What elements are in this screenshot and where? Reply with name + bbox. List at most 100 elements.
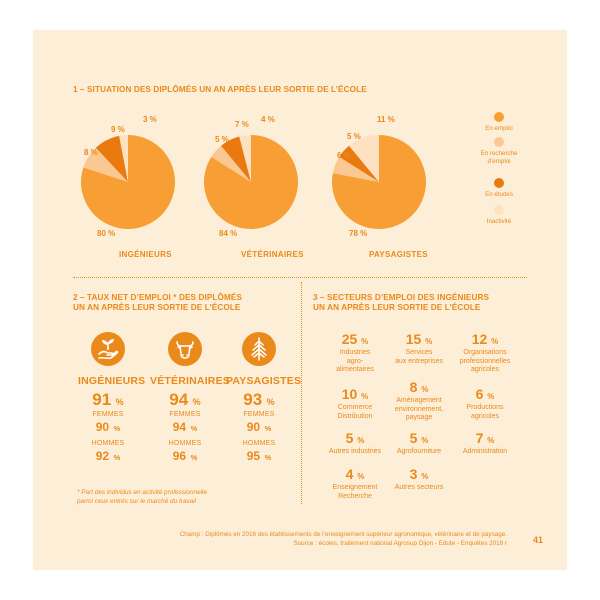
tree-icon [242, 332, 276, 366]
hommes-rate: 95 [246, 449, 261, 463]
sector-item: 6 % Productions agricoles [451, 387, 519, 421]
sector-label: agro- [346, 357, 364, 365]
pie-label-ing-etudes: 9 % [111, 125, 125, 134]
pie-label-vet-inactivite: 4 % [261, 115, 275, 124]
section2-title-line2: UN AN APRÈS LEUR SORTIE DE L’ÉCOLE [73, 303, 241, 312]
total-rate: 91 [92, 390, 112, 409]
sector-label: alimentaires [336, 366, 374, 373]
cow-head-icon [168, 332, 202, 366]
legend-label-2: d’emploi [487, 158, 511, 165]
sector-item: 8 % Aménagement environnement, paysage [385, 380, 453, 423]
femmes-label: FEMMES [243, 411, 275, 418]
sector-label: Distribution [337, 412, 373, 420]
sector-label: Agrofourniture [396, 448, 442, 455]
sector-number: 15 [405, 331, 422, 347]
pie-slice-inactivite [239, 135, 251, 182]
sector-unit: % [357, 436, 365, 445]
legend-swatch [494, 112, 504, 122]
pie-label-vet-etudes: 7 % [235, 120, 249, 129]
sector-item: 12 % Organisations professionnelles agricol… [451, 332, 519, 375]
legend-label: En études [485, 191, 513, 198]
sector-unit: % [421, 385, 429, 394]
pie-slice-recherche [211, 145, 251, 182]
femmes-label: FEMMES [169, 411, 201, 418]
sector-label: Autres secteurs [394, 484, 444, 491]
sector-label: professionnelles [459, 357, 511, 365]
total-rate: 94 [169, 390, 189, 409]
section2-title-line1: 2 – TAUX NET D’EMPLOI * DES DIPLÔMÉS [73, 293, 243, 302]
sector-number: 12 [471, 331, 488, 347]
sector-label: environnement, [394, 405, 444, 413]
footer-source: Source : écoles, traitement national Agr… [293, 540, 507, 547]
femmes-rate: 90 [95, 420, 110, 434]
sector-value: 15 % [385, 332, 453, 349]
footnote: * Part des individus en activité profess… [77, 489, 207, 506]
sector-number: 7 [475, 430, 484, 446]
sector-label: Enseignement [332, 484, 378, 491]
sector-item: 25 % Industries agro-alimentaires [321, 332, 389, 375]
sector-unit: % [487, 392, 495, 401]
sector-label: Commerce [337, 404, 373, 411]
employment-column-paysagistes: PAYSAGISTES 93 % FEMMES 90 % HOMMES 95 % [226, 375, 302, 465]
sector-number: 3 [409, 466, 418, 482]
total-unit: % [266, 397, 275, 407]
sector-label: agricoles [470, 366, 499, 373]
sector-item: 4 % Enseignement Recherche [321, 467, 389, 501]
pie-category-paysagistes: PAYSAGISTES [369, 250, 428, 259]
femmes-unit: % [190, 424, 198, 433]
sector-number: 4 [345, 466, 354, 482]
section3-title-line2: UN AN APRÈS LEUR SORTIE DE L’ÉCOLE [313, 303, 481, 312]
pie-slice-etudes [339, 145, 379, 182]
pie-category-ingenieurs: INGÉNIEURS [119, 250, 172, 259]
infographic-page: 1 – SITUATION DES DIPLÔMÉS UN AN APRÈS L… [33, 30, 567, 570]
sector-label: Administration [462, 448, 508, 455]
femmes-unit: % [264, 424, 272, 433]
sector-item: 5 % Agrofourniture [385, 431, 453, 457]
legend-item-emploi: En emploi [469, 112, 529, 133]
sector-unit: % [421, 436, 429, 445]
pie-slice-etudes [221, 136, 251, 182]
pie-slice-recherche [83, 147, 128, 182]
sector-value: 3 % [385, 467, 453, 484]
sector-unit: % [491, 337, 499, 346]
legend-label: En emploi [485, 125, 513, 132]
femmes-rate: 90 [246, 420, 261, 434]
femmes-label: FEMMES [92, 411, 124, 418]
sector-value: 6 % [451, 387, 519, 404]
pie-charts [80, 135, 426, 229]
sector-label: Services [405, 349, 433, 356]
sector-item: 7 % Administration [451, 431, 519, 457]
sector-label: Autres industries [328, 448, 382, 455]
page-number: 41 [533, 535, 544, 545]
sector-value: 5 % [321, 431, 389, 448]
sector-item: 5 % Autres industries [321, 431, 389, 457]
pie-slice-recherche [332, 156, 379, 182]
pie-label-pay-inactivite: 11 % [377, 115, 395, 124]
sector-label: agricoles [470, 412, 499, 420]
hommes-rate: 96 [172, 449, 187, 463]
sector-number: 10 [341, 386, 358, 402]
legend-swatch [494, 178, 504, 188]
legend-item-recherche: En recherche d’emploi [469, 137, 529, 166]
employment-column-ingenieurs: INGÉNIEURS 91 % FEMMES 90 % HOMMES 92 % [78, 375, 145, 465]
employment-column-veterinaires: VÉTÉRINAIRES 94 % FEMMES 94 % HOMMES 96 … [150, 375, 230, 465]
pie-slice-inactivite [349, 135, 379, 182]
sector-label: paysage [405, 414, 433, 421]
pie-slice-inactivite [119, 135, 128, 182]
pie-label-vet-emploi: 84 % [219, 229, 238, 238]
pie-label-pay-etudes: 5 % [347, 132, 361, 141]
pie-slice-emploi [204, 135, 298, 229]
pie-slice-emploi [332, 135, 426, 229]
sector-value: 4 % [321, 467, 389, 484]
legend-label: Inactivité [486, 218, 512, 225]
sector-value: 10 % [321, 387, 389, 404]
pie-slice-emploi [80, 135, 175, 229]
pie-slice-etudes [95, 135, 128, 182]
sector-value: 5 % [385, 431, 453, 448]
sector-label: aux entreprises [395, 357, 443, 365]
column-title: PAYSAGISTES [226, 375, 302, 387]
vertical-separator [301, 282, 302, 504]
sector-label: Recherche [338, 492, 372, 500]
sector-label: Industries [339, 349, 371, 356]
sector-unit: % [421, 472, 429, 481]
